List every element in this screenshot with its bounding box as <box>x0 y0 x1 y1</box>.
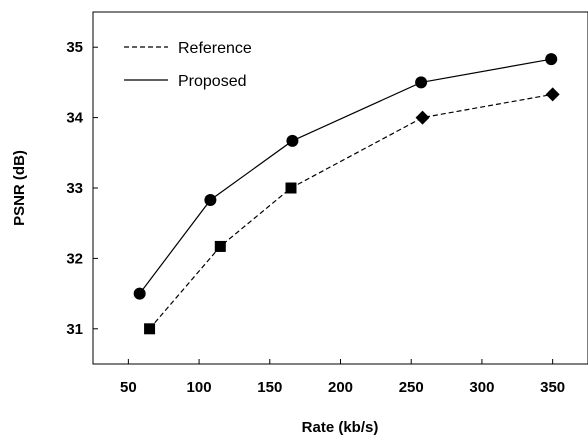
series-reference <box>144 87 560 335</box>
x-tick-label: 50 <box>120 379 137 396</box>
x-axis: 50 100 150 200 250 300 350 <box>120 359 565 396</box>
y-tick-label: 33 <box>66 180 83 197</box>
data-point <box>415 76 428 89</box>
data-point <box>545 53 558 66</box>
x-tick-label: 200 <box>328 379 353 396</box>
y-axis: 31 32 33 34 35 <box>66 39 98 338</box>
y-axis-label: PSNR (dB) <box>11 150 28 226</box>
data-point <box>286 134 299 147</box>
x-tick-label: 350 <box>540 379 565 396</box>
data-point <box>204 193 217 206</box>
data-point <box>415 110 430 125</box>
data-point <box>545 87 560 102</box>
data-point <box>133 287 146 300</box>
x-tick-label: 250 <box>399 379 424 396</box>
x-axis-label: Rate (kb/s) <box>302 419 379 436</box>
data-point <box>285 182 297 194</box>
plot-area <box>92 11 588 365</box>
x-tick-label: 150 <box>257 379 282 396</box>
legend: Reference Proposed <box>124 40 252 90</box>
x-tick-label: 100 <box>187 379 212 396</box>
series-proposed <box>133 53 558 300</box>
data-point <box>214 240 226 252</box>
legend-label: Reference <box>178 40 252 57</box>
y-tick-label: 31 <box>66 321 83 338</box>
data-point <box>144 323 156 335</box>
x-tick-label: 300 <box>469 379 494 396</box>
y-tick-label: 34 <box>66 110 83 127</box>
legend-label: Proposed <box>178 73 247 90</box>
series-layer <box>133 53 560 335</box>
y-tick-label: 35 <box>66 39 83 56</box>
y-tick-label: 32 <box>66 250 83 267</box>
